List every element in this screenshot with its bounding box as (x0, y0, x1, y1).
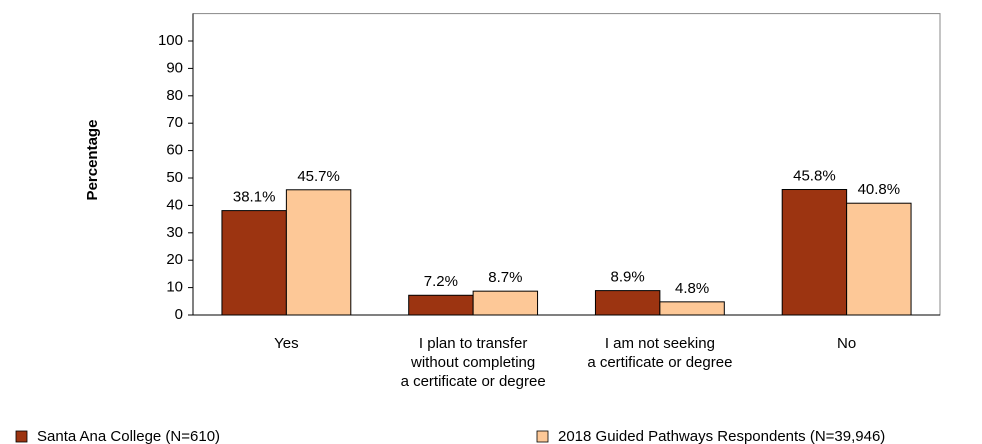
bar (659, 301, 725, 316)
y-axis-label: Percentage (84, 120, 101, 201)
legend-label: 2018 Guided Pathways Respondents (N=39,9… (558, 428, 885, 444)
y-tick-label: 40 (166, 196, 183, 213)
y-tick-label: 80 (166, 87, 183, 104)
bar (781, 189, 848, 316)
value-label: 45.7% (297, 168, 340, 185)
bar (408, 294, 474, 316)
value-label: 38.1% (233, 189, 276, 206)
y-tick-label: 20 (166, 251, 183, 268)
y-tick-label: 70 (166, 114, 183, 131)
y-tick-label: 0 (175, 306, 183, 323)
y-tick-label: 10 (166, 279, 183, 296)
value-label: 8.9% (611, 269, 645, 286)
y-tick-label: 100 (158, 32, 183, 49)
x-tick-label: Yes (274, 335, 299, 352)
legend-swatch (536, 430, 549, 443)
y-tick-label: 60 (166, 142, 183, 159)
value-label: 40.8% (858, 181, 901, 198)
bar (285, 189, 352, 316)
value-label: 4.8% (675, 280, 709, 297)
legend-label: Santa Ana College (N=610) (37, 428, 220, 444)
x-tick-label: No (837, 335, 857, 352)
y-tick-label: 50 (166, 169, 183, 186)
value-label: 7.2% (424, 273, 458, 290)
x-tick-label: I plan to transfer without completing a … (400, 335, 546, 390)
bar (472, 290, 539, 316)
legend-swatch (15, 430, 28, 443)
x-tick-label: I am not seeking a certificate or degree (587, 335, 733, 371)
value-label: 45.8% (793, 167, 836, 184)
bar (594, 290, 661, 316)
value-label: 8.7% (488, 269, 522, 286)
bar (846, 202, 912, 316)
y-tick-label: 90 (166, 59, 183, 76)
y-tick-label: 30 (166, 224, 183, 241)
bar (221, 210, 287, 316)
